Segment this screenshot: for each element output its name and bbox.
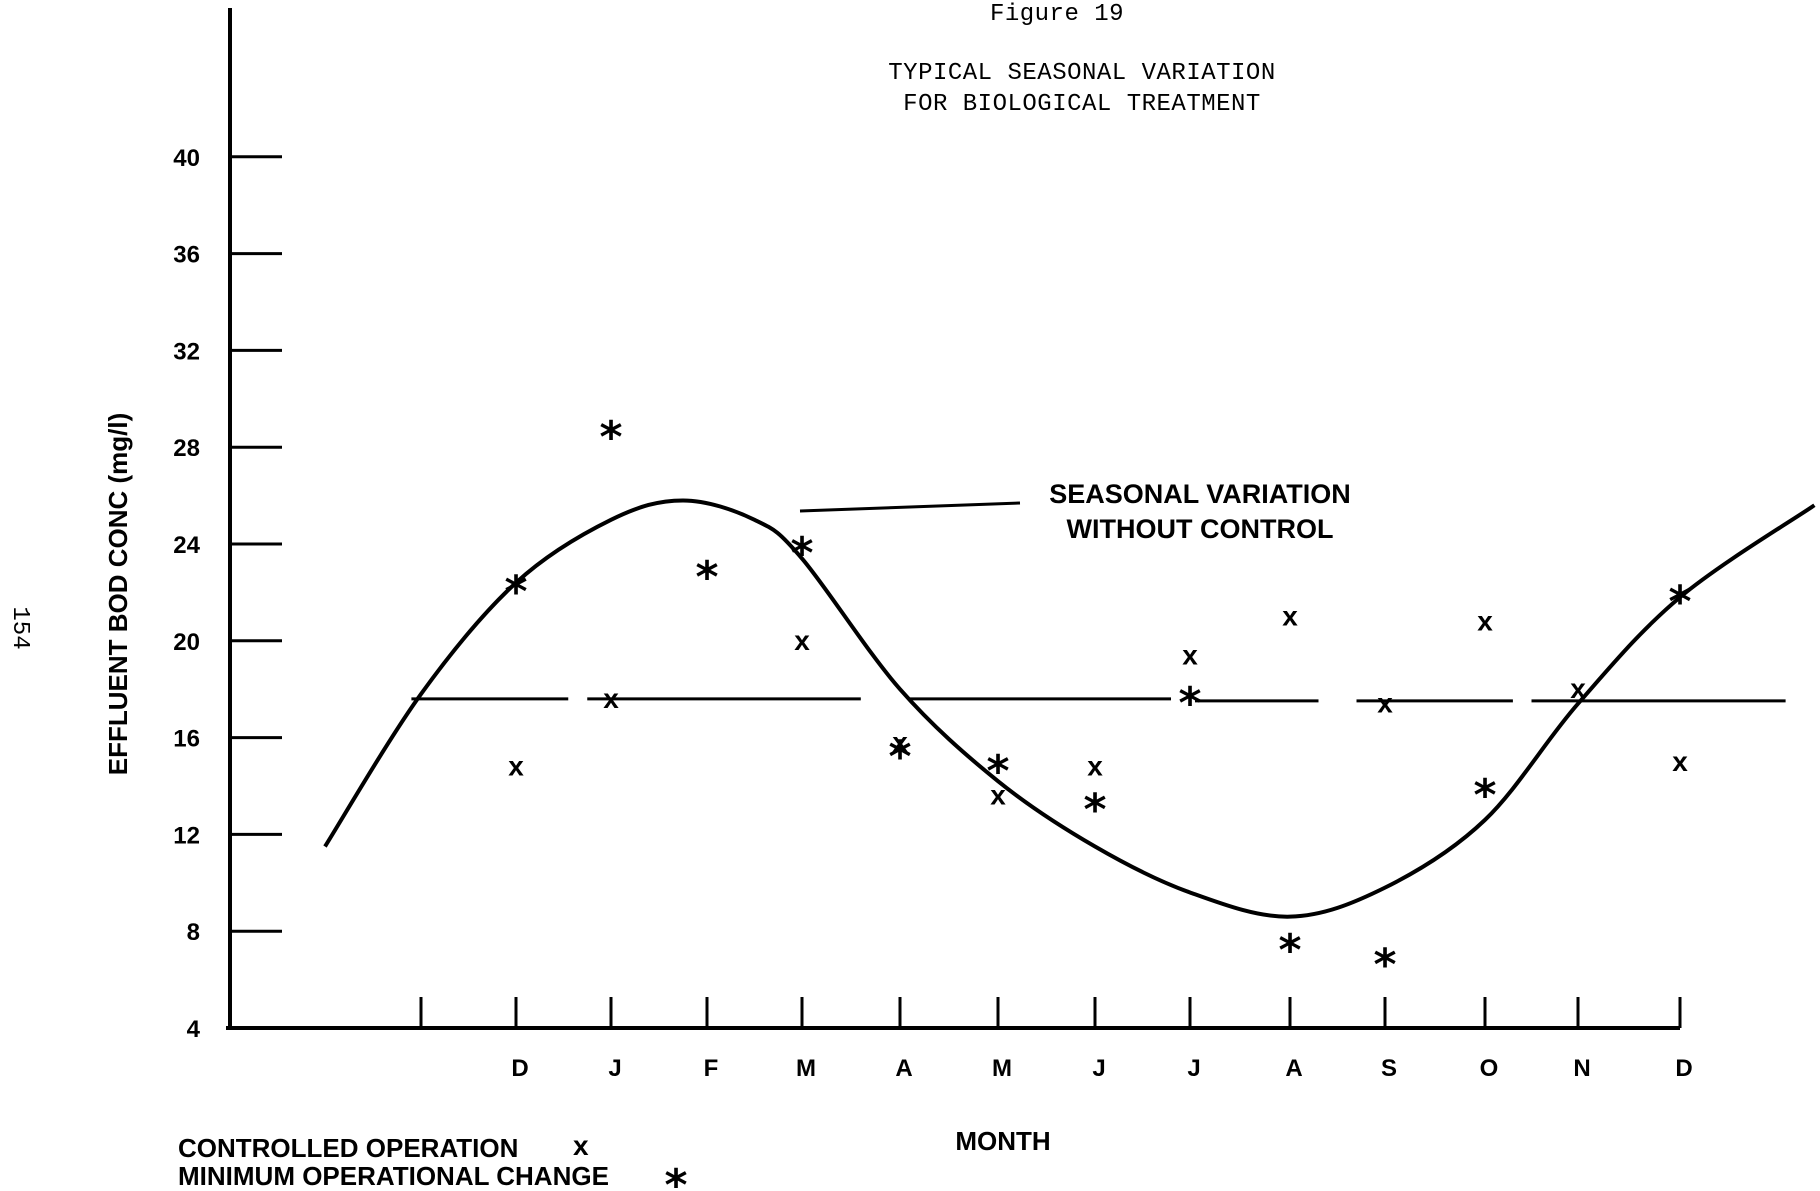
y-ticks: 4 8 12 16 20 24 28 32 36 40 (173, 145, 282, 1043)
x-tick-label: M (796, 1055, 816, 1082)
controlled-operation-point: x (1182, 639, 1198, 670)
legend-controlled-label: CONTROLLED OPERATION (178, 1133, 518, 1163)
y-tick-label: 28 (173, 435, 200, 462)
minimum-operational-change-point: * (1373, 939, 1396, 990)
controlled-operation-point: x (1087, 751, 1103, 782)
x-tick-label: O (1480, 1055, 1499, 1082)
controlled-operation-point: x (603, 683, 619, 714)
minimum-operational-change-point: * (1083, 785, 1106, 836)
minimum-operational-change-point: * (1668, 576, 1691, 627)
x-tick-label: J (608, 1055, 621, 1082)
x-tick-label: D (511, 1055, 528, 1082)
x-tick-label: J (1187, 1055, 1200, 1082)
controlled-operation-point: x (794, 625, 810, 656)
annotation-line-1: SEASONAL VARIATION (1049, 479, 1351, 509)
minimum-operational-change-point: * (986, 746, 1009, 797)
minimum-operational-change-point: * (1278, 925, 1301, 976)
x-axis-label: MONTH (955, 1126, 1050, 1156)
controlled-operation-point: x (1477, 605, 1493, 636)
seasonal-variation-curve (323, 498, 1816, 919)
y-tick-label: 32 (173, 338, 200, 365)
y-tick-label: 24 (173, 532, 200, 559)
legend-minimum-label: MINIMUM OPERATIONAL CHANGE (178, 1161, 609, 1191)
controlled-operation-point: x (1570, 673, 1586, 704)
figure-label: Figure 19 (990, 1, 1124, 28)
x-tick-label: S (1381, 1055, 1397, 1082)
x-tick-label: J (1092, 1055, 1105, 1082)
annotation-leader-line (799, 501, 1021, 513)
controlled-operation-point: x (1672, 746, 1688, 777)
controlled-operation-point: x (508, 751, 524, 782)
page-number: 154 (6, 606, 33, 649)
controlled-operation-points: x x x x x x x x x x x x (508, 601, 1688, 811)
annotation-line-2: WITHOUT CONTROL (1067, 514, 1334, 544)
controlled-operation-point: x (1282, 601, 1298, 632)
legend-minimum-marker: * (664, 1160, 687, 1191)
minimum-operational-change-point: * (1473, 770, 1496, 821)
minimum-operational-change-point: * (1178, 678, 1201, 729)
y-tick-label: 4 (187, 1016, 201, 1043)
minimum-operational-change-point: * (695, 552, 718, 603)
x-tick-label: F (704, 1055, 719, 1082)
x-tick-label: D (1675, 1055, 1692, 1082)
y-tick-label: 40 (173, 145, 200, 172)
minimum-operational-change-point: * (790, 528, 813, 579)
y-tick-label: 12 (173, 822, 200, 849)
x-tick-label: A (1285, 1055, 1302, 1082)
x-tick-label: N (1573, 1055, 1590, 1082)
chart-title-line-1: TYPICAL SEASONAL VARIATION (888, 60, 1275, 87)
y-tick-label: 36 (173, 242, 200, 269)
y-axis-label: EFFLUENT BOD CONC (mg/l) (103, 413, 133, 776)
y-tick-label: 16 (173, 726, 200, 753)
controlled-operation-point: x (990, 780, 1006, 811)
minimum-operational-change-point: * (599, 412, 622, 463)
minimum-operational-change-point: * (888, 731, 911, 782)
controlled-level-line (411, 697, 1786, 703)
legend-controlled-marker: x (573, 1130, 589, 1161)
x-tick-label: A (895, 1055, 912, 1082)
minimum-operational-change-point: * (504, 567, 527, 618)
y-tick-label: 20 (173, 629, 200, 656)
controlled-operation-point: x (1377, 688, 1393, 719)
chart-title-line-2: FOR BIOLOGICAL TREATMENT (903, 91, 1261, 118)
x-tick-label: M (992, 1055, 1012, 1082)
minimum-operational-change-points: * * * * * * * * * * * * (504, 412, 1691, 991)
y-tick-label: 8 (187, 919, 200, 946)
controlled-operation-point: x (892, 726, 908, 757)
